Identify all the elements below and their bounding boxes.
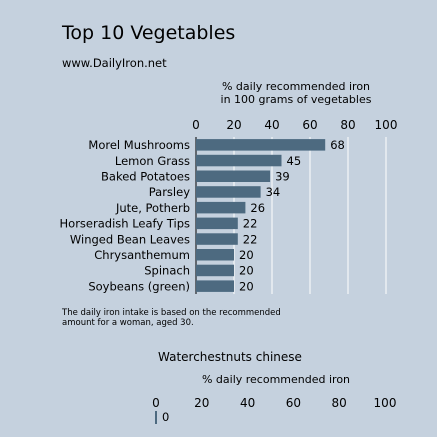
bar — [196, 249, 234, 261]
x-tick-label: 80 — [340, 118, 355, 132]
category-label: Morel Mushrooms — [88, 138, 190, 152]
second-x-tick-label: 0 — [152, 396, 160, 410]
footnote-line-2: amount for a woman, aged 30. — [62, 317, 194, 328]
website-subtitle: www.DailyIron.net — [62, 56, 167, 70]
category-label: Jute, Potherb — [115, 201, 190, 215]
bar — [196, 154, 282, 167]
category-label: Soybeans (green) — [88, 279, 190, 293]
bar — [196, 186, 261, 198]
x-tick-label: 40 — [264, 118, 279, 132]
category-label: Lemon Grass — [115, 154, 190, 168]
category-label: Chrysanthemum — [94, 248, 190, 262]
second-x-axis-label: % daily recommended iron — [201, 373, 351, 386]
data-label: 20 — [239, 264, 254, 278]
data-label: 39 — [275, 170, 290, 184]
data-label: 45 — [287, 154, 302, 168]
second-x-tick-label: 100 — [374, 396, 397, 410]
category-label: Parsley — [149, 185, 190, 199]
bar — [196, 217, 238, 230]
data-label: 20 — [239, 279, 254, 293]
bar — [196, 280, 234, 292]
category-label: Baked Potatoes — [101, 170, 190, 184]
second-x-tick-label: 80 — [332, 396, 347, 410]
data-label: 22 — [243, 232, 258, 246]
footnote: The daily iron intake is based on the re… — [62, 308, 302, 328]
second-x-tick-label: 20 — [194, 396, 209, 410]
data-label: 26 — [250, 201, 265, 215]
data-label: 68 — [330, 138, 345, 152]
x-axis-label-line-1: % daily recommended iron — [221, 80, 371, 93]
x-tick-label: 100 — [375, 118, 398, 132]
x-tick-label: 20 — [226, 118, 241, 132]
x-tick-label: 0 — [192, 118, 200, 132]
data-label: 20 — [239, 248, 254, 262]
bar — [196, 264, 234, 277]
category-label: Horseradish Leafy Tips — [60, 217, 190, 231]
chart-title: Top 10 Vegetables — [62, 22, 236, 44]
second-chart-title: Waterchestnuts chinese — [158, 350, 302, 364]
second-data-label: 0 — [162, 410, 169, 424]
data-label: 34 — [266, 185, 281, 199]
bar — [196, 170, 271, 182]
data-label: 22 — [243, 217, 258, 231]
bar — [196, 201, 246, 214]
category-label: Spinach — [144, 264, 190, 278]
x-tick-label: 60 — [302, 118, 317, 132]
second-x-tick-label: 60 — [286, 396, 301, 410]
bar — [196, 139, 326, 151]
bar — [196, 233, 238, 245]
x-axis-label-line-2: in 100 grams of vegetables — [220, 93, 372, 106]
footnote-line-1: The daily iron intake is based on the re… — [62, 308, 281, 318]
category-label: Winged Bean Leaves — [70, 232, 190, 246]
second-x-tick-label: 40 — [240, 396, 255, 410]
